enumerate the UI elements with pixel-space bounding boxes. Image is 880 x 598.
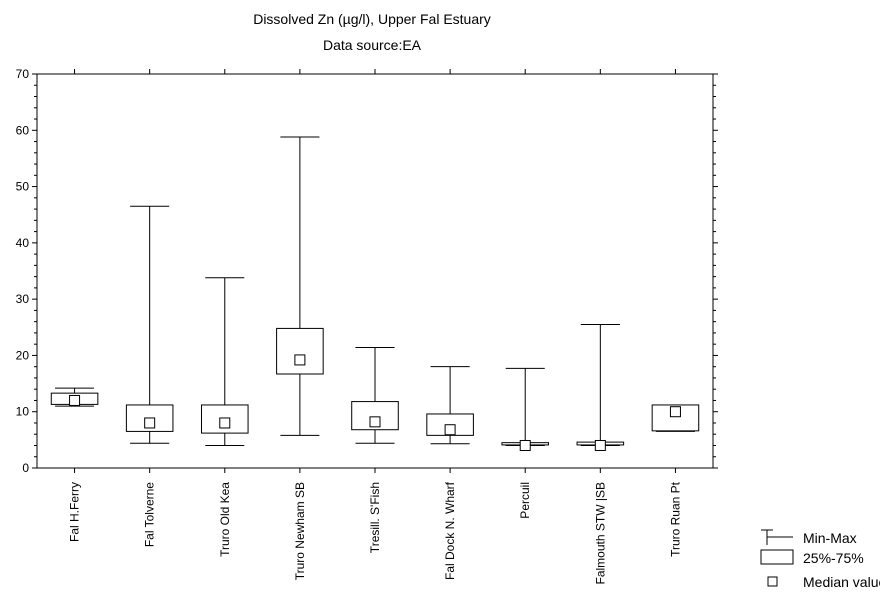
box-3 bbox=[200, 277, 249, 446]
box-7 bbox=[501, 367, 550, 451]
x-tick-label: Percuil bbox=[518, 482, 532, 519]
legend-median-symbol bbox=[767, 576, 778, 587]
median-marker bbox=[594, 439, 606, 451]
box-1 bbox=[50, 387, 99, 407]
legend-label: 25%-75% bbox=[803, 550, 864, 566]
median-marker bbox=[69, 394, 81, 406]
x-tick-label: Fal Tolverne bbox=[143, 482, 157, 547]
x-tick-label: Tresill. S'Fish bbox=[368, 482, 382, 553]
y-tick-label: 70 bbox=[16, 67, 30, 81]
legend: Min-Max 25%-75% Median value bbox=[760, 529, 880, 590]
y-axis: 0 10 20 30 40 50 60 70 bbox=[16, 67, 718, 475]
legend-label: Min-Max bbox=[803, 530, 857, 546]
median-marker bbox=[219, 417, 231, 429]
box-5 bbox=[351, 347, 399, 444]
median-marker bbox=[294, 354, 306, 366]
legend-item-box: 25%-75% bbox=[760, 549, 864, 566]
x-tick-label: Fal H.Ferry bbox=[68, 482, 82, 542]
y-tick-label: 10 bbox=[16, 405, 30, 419]
box-4 bbox=[276, 136, 324, 436]
x-tick-label: Truro Ruan Pt bbox=[668, 481, 682, 557]
legend-item-min-max: Min-Max bbox=[761, 529, 857, 546]
median-marker bbox=[144, 417, 156, 429]
chart-subtitle: Data source:EA bbox=[323, 37, 422, 53]
box-6 bbox=[426, 366, 474, 445]
box-series bbox=[50, 136, 700, 451]
box-2 bbox=[125, 205, 174, 444]
legend-box-symbol bbox=[760, 549, 794, 565]
x-tick-label: Fal Dock N. Wharf bbox=[443, 481, 457, 580]
median-marker bbox=[519, 439, 531, 451]
x-axis: Fal H.Ferry Fal Tolverne Truro Old Kea Trur… bbox=[68, 69, 682, 584]
median-marker bbox=[444, 424, 456, 436]
box-9 bbox=[651, 404, 700, 432]
legend-item-median: Median value bbox=[767, 574, 880, 590]
y-tick-label: 50 bbox=[16, 180, 30, 194]
y-tick-label: 60 bbox=[16, 123, 30, 137]
chart-title: Dissolved Zn (µg/l), Upper Fal Estuary bbox=[253, 11, 491, 27]
x-tick-label: Truro Old Kea bbox=[218, 482, 232, 557]
x-tick-label: Falmouth STW |SB bbox=[593, 482, 607, 584]
median-marker bbox=[369, 416, 381, 428]
x-tick-label: Truro Newham SB bbox=[293, 482, 307, 580]
box-8 bbox=[576, 323, 625, 451]
y-tick-label: 40 bbox=[16, 236, 30, 250]
median-marker bbox=[669, 406, 681, 418]
y-tick-label: 30 bbox=[16, 292, 30, 306]
legend-label: Median value bbox=[803, 574, 880, 590]
iqr-box bbox=[276, 327, 324, 375]
y-tick-label: 20 bbox=[16, 348, 30, 362]
y-tick-label: 0 bbox=[22, 461, 29, 475]
